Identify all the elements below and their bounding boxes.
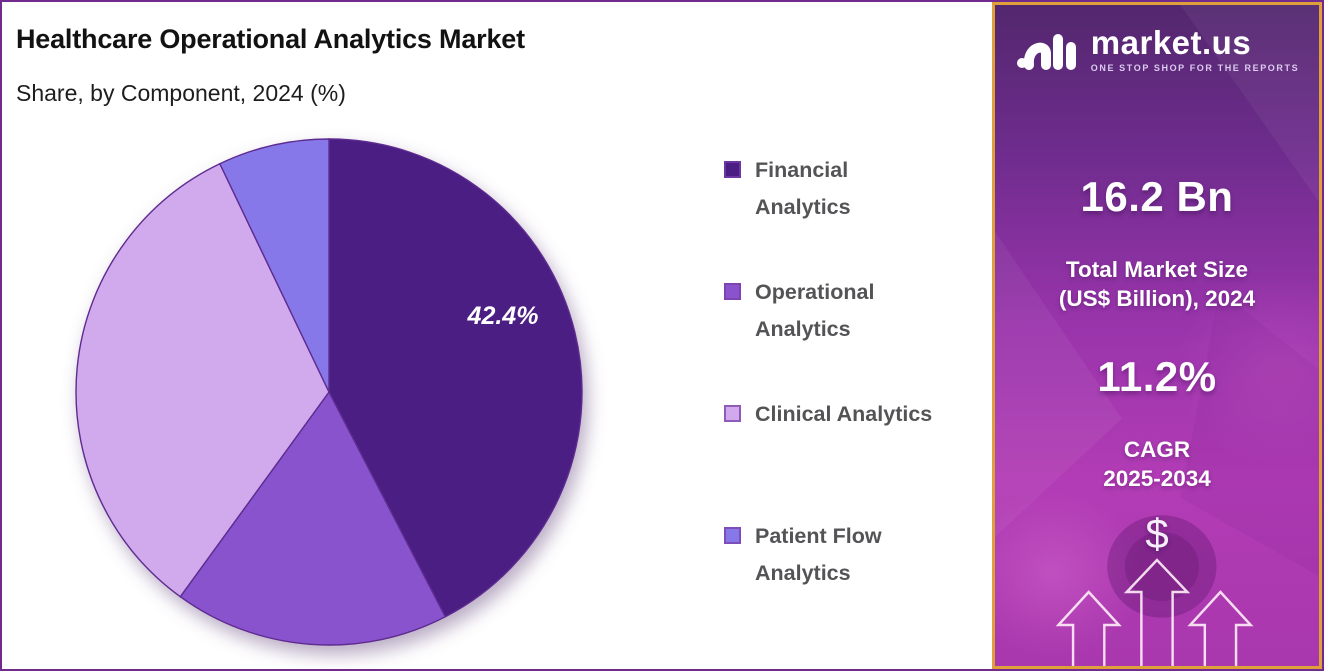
chart-subtitle: Share, by Component, 2024 (%)	[16, 80, 346, 106]
pie-slice-clinical-analytics	[75, 162, 330, 598]
brand-name: market.us	[1090, 23, 1252, 61]
legend-item-operational-analytics: Operational Analytics	[724, 274, 874, 348]
brand-side-panel: market.us ONE STOP SHOP FOR THE REPORTS …	[992, 2, 1322, 669]
growth-arrows-icon	[1055, 558, 1254, 666]
marketus-logo-icon	[1016, 34, 1076, 70]
cagr-label: CAGR 2025-2034	[995, 435, 1319, 493]
arrow-up-right	[1187, 590, 1254, 666]
market-size-label-line2: (US$ Billion), 2024	[1058, 286, 1256, 311]
legend-label: Operational Analytics	[755, 280, 875, 341]
market-size-label: Total Market Size (US$ Billion), 2024	[995, 255, 1319, 313]
dollar-sign-icon: $	[1145, 510, 1169, 557]
brand-logo-lockup: market.us ONE STOP SHOP FOR THE REPORTS	[995, 21, 1319, 77]
arrow-up-middle	[1123, 558, 1191, 666]
legend-swatch	[724, 527, 741, 544]
legend-label: Patient Flow Analytics	[755, 524, 882, 585]
pie-slice-financial-analytics	[328, 138, 583, 618]
pie-slice-operational-analytics	[179, 390, 447, 646]
arrow-up-left	[1055, 590, 1122, 666]
legend-item-clinical-analytics: Clinical Analytics	[724, 396, 932, 433]
legend-swatch	[724, 161, 741, 178]
market-size-value: 16.2 Bn	[1080, 173, 1234, 220]
cagr-value: 11.2%	[1097, 353, 1217, 400]
page-title: Healthcare Operational Analytics Market	[16, 24, 525, 54]
cagr-label-line1: CAGR	[1123, 437, 1191, 462]
pie-data-label: 42.4%	[467, 302, 539, 330]
market-size-label-line1: Total Market Size	[1065, 257, 1249, 282]
legend-swatch	[724, 283, 741, 300]
cagr-label-line2: 2025-2034	[1103, 466, 1211, 491]
legend-label: Clinical Analytics	[755, 402, 933, 426]
pie-chart: 42.4%	[75, 138, 583, 646]
legend-swatch	[724, 405, 741, 422]
brand-tagline: ONE STOP SHOP FOR THE REPORTS	[1090, 62, 1300, 73]
legend-item-financial-analytics: Financial Analytics	[724, 152, 851, 226]
legend-item-patient-flow-analytics: Patient Flow Analytics	[724, 518, 882, 592]
brand-text: market.us ONE STOP SHOP FOR THE REPORTS	[1090, 23, 1300, 73]
pie-slice-patient-flow-analytics	[218, 138, 330, 393]
legend-label: Financial Analytics	[755, 158, 851, 219]
